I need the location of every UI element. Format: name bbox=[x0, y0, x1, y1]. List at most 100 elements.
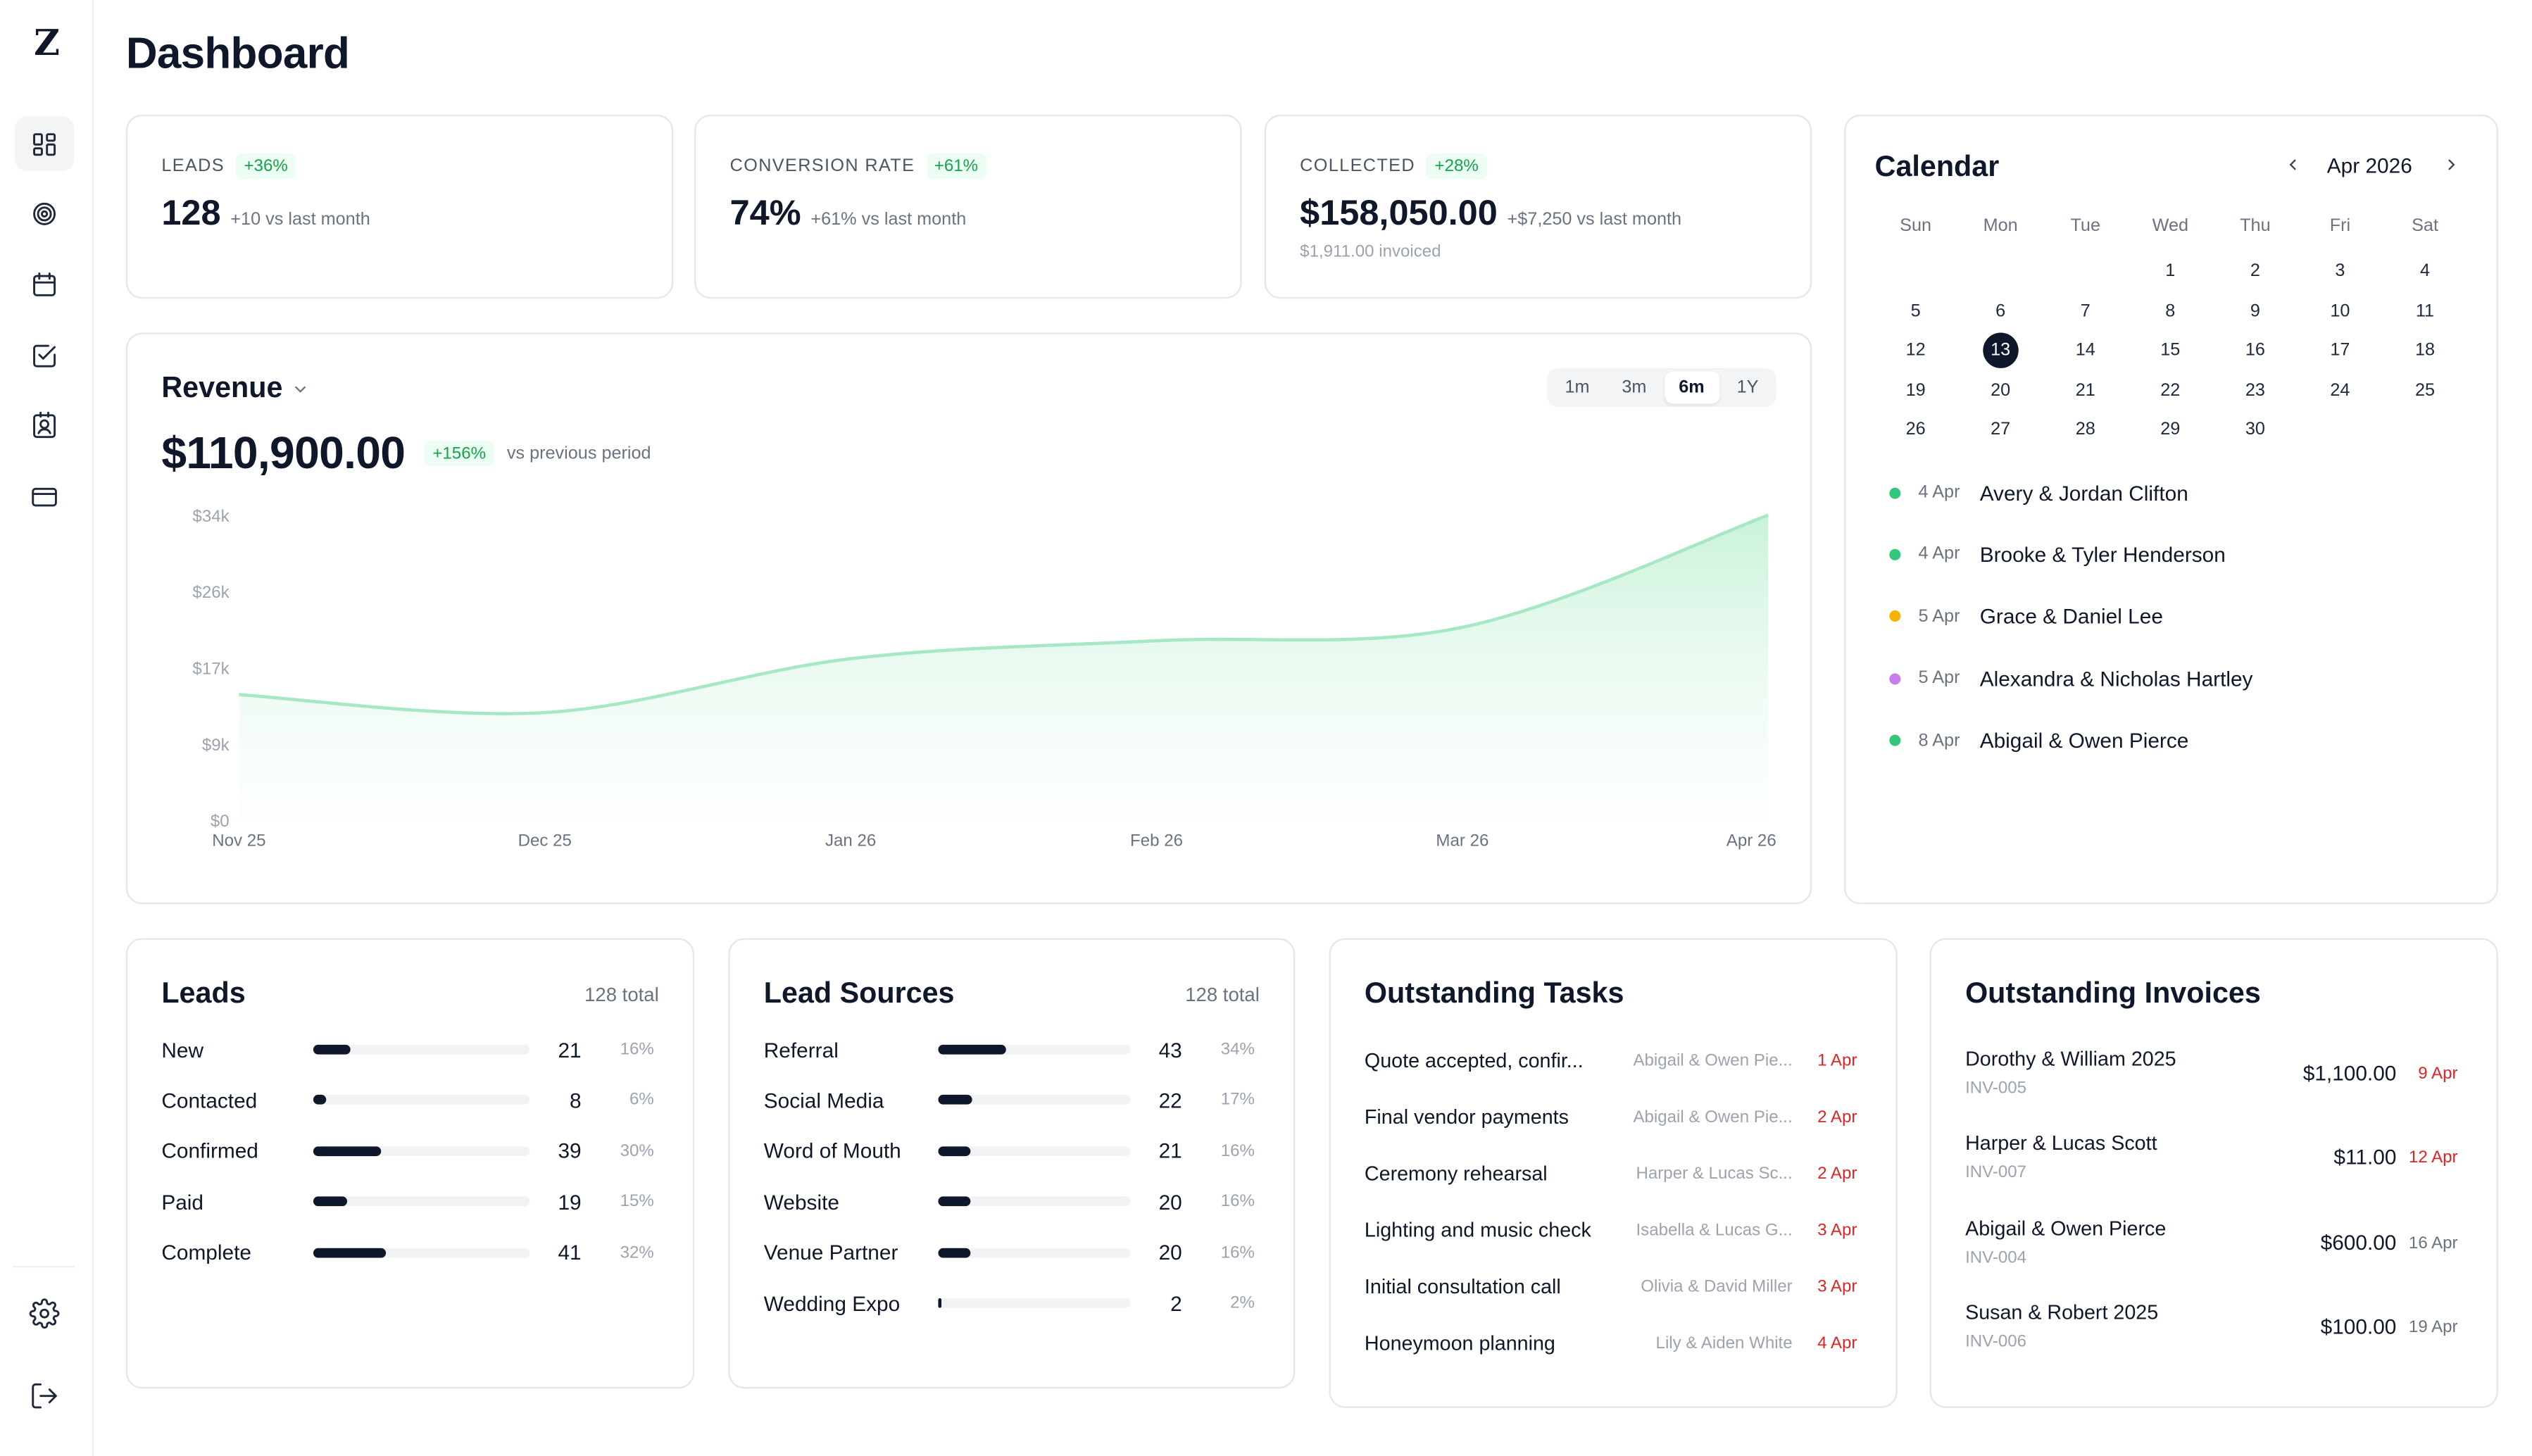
revenue-dropdown[interactable]: Revenue bbox=[161, 371, 310, 405]
calendar-day-cell[interactable]: 1 bbox=[2128, 252, 2213, 291]
breakdown-row[interactable]: Confirmed 39 30% bbox=[161, 1135, 658, 1167]
calendar-day-cell[interactable]: 16 bbox=[2213, 331, 2298, 370]
calendar-day-cell[interactable]: 11 bbox=[2383, 291, 2468, 331]
calendar-day-cell[interactable]: 29 bbox=[2128, 410, 2213, 450]
breakdown-row[interactable]: Contacted 8 6% bbox=[161, 1084, 658, 1117]
calendar-day-cell[interactable]: 17 bbox=[2298, 331, 2383, 370]
calendar-day-cell[interactable]: 14 bbox=[2043, 331, 2128, 370]
calendar-day-cell[interactable]: 13 bbox=[1958, 331, 2043, 370]
calendar-day[interactable]: 4 bbox=[2419, 261, 2431, 282]
calendar-day[interactable]: 1 bbox=[2165, 261, 2176, 282]
calendar-day[interactable]: 15 bbox=[2160, 340, 2181, 360]
calendar-day-cell[interactable]: 6 bbox=[1958, 291, 2043, 331]
calendar-day-cell[interactable]: 30 bbox=[2213, 410, 2298, 450]
calendar-day[interactable]: 26 bbox=[1905, 420, 1926, 439]
calendar-day[interactable]: 7 bbox=[2080, 301, 2091, 321]
invoice-row[interactable]: Dorothy & William 2025 INV-005 $1,100.00 9 … bbox=[1965, 1048, 2457, 1103]
app-logo[interactable]: Z bbox=[34, 23, 60, 65]
calendar-day-cell[interactable]: 10 bbox=[2298, 291, 2383, 331]
calendar-day[interactable]: 16 bbox=[2245, 340, 2265, 360]
event-item[interactable]: 8 Apr Abigail & Owen Pierce bbox=[1889, 724, 2188, 757]
calendar-day-cell[interactable]: 21 bbox=[2043, 370, 2128, 410]
calendar-day[interactable]: 21 bbox=[2075, 380, 2095, 400]
calendar-day[interactable]: 29 bbox=[2160, 420, 2181, 439]
tab-1m[interactable]: 1m bbox=[1565, 377, 1590, 398]
task-row[interactable]: Final vendor payments Abigail & Owen Pie.… bbox=[1365, 1101, 1857, 1134]
nav-tasks[interactable] bbox=[15, 328, 75, 383]
calendar-day-cell[interactable]: 9 bbox=[2213, 291, 2298, 331]
invoice-row[interactable]: Harper & Lucas Scott INV-007 $11.00 12 Apr bbox=[1965, 1132, 2457, 1187]
calendar-day-cell[interactable]: 18 bbox=[2383, 331, 2468, 370]
task-row[interactable]: Lighting and music check Isabella & Lucas… bbox=[1365, 1215, 1857, 1247]
event-item[interactable]: 4 Apr Brooke & Tyler Henderson bbox=[1889, 539, 2226, 571]
calendar-day[interactable]: 27 bbox=[1991, 420, 2011, 439]
calendar-day[interactable]: 20 bbox=[1991, 380, 2011, 400]
breakdown-row[interactable]: Website 20 16% bbox=[764, 1186, 1260, 1218]
calendar-day-cell[interactable]: 23 bbox=[2213, 370, 2298, 410]
nav-logout[interactable] bbox=[15, 1368, 75, 1423]
calendar-day[interactable]: 9 bbox=[2250, 301, 2260, 321]
breakdown-row[interactable]: Complete 41 32% bbox=[161, 1236, 658, 1269]
calendar-day[interactable]: 6 bbox=[1995, 301, 2006, 321]
calendar-day[interactable]: 2 bbox=[2250, 261, 2260, 282]
chevron-right-icon[interactable] bbox=[2442, 155, 2462, 175]
calendar-day[interactable]: 11 bbox=[2415, 301, 2435, 321]
calendar-day-cell[interactable]: 19 bbox=[1873, 370, 1958, 410]
calendar-day[interactable]: 12 bbox=[1905, 340, 1926, 360]
calendar-day-cell[interactable]: 20 bbox=[1958, 370, 2043, 410]
calendar-day[interactable]: 28 bbox=[2075, 420, 2095, 439]
nav-contacts[interactable] bbox=[15, 397, 75, 452]
breakdown-row[interactable]: Wedding Expo 2 2% bbox=[764, 1287, 1260, 1319]
calendar-day-cell[interactable]: 15 bbox=[2128, 331, 2213, 370]
tab-1y[interactable]: 1Y bbox=[1736, 377, 1759, 398]
calendar-day[interactable]: 22 bbox=[2160, 380, 2181, 400]
breakdown-row[interactable]: Paid 19 15% bbox=[161, 1186, 658, 1218]
task-row[interactable]: Initial consultation call Olivia & David … bbox=[1365, 1271, 1857, 1303]
calendar-day[interactable]: 24 bbox=[2330, 380, 2350, 400]
calendar-day-cell[interactable]: 4 bbox=[2383, 252, 2468, 291]
breakdown-row[interactable]: Referral 43 34% bbox=[764, 1034, 1260, 1066]
nav-invoices[interactable] bbox=[15, 468, 75, 523]
calendar-day[interactable]: 25 bbox=[2414, 380, 2436, 400]
calendar-day[interactable]: 19 bbox=[1905, 380, 1926, 400]
task-row[interactable]: Quote accepted, confir... Abigail & Owen … bbox=[1365, 1045, 1857, 1077]
tab-3m[interactable]: 3m bbox=[1622, 377, 1647, 398]
task-row[interactable]: Honeymoon planning Lily & Aiden White 4 Ap… bbox=[1365, 1327, 1857, 1360]
breakdown-row[interactable]: Word of Mouth 21 16% bbox=[764, 1135, 1260, 1167]
calendar-day-cell[interactable]: 7 bbox=[2043, 291, 2128, 331]
calendar-day[interactable]: 5 bbox=[1910, 301, 1921, 321]
calendar-day-cell[interactable]: 3 bbox=[2298, 252, 2383, 291]
event-item[interactable]: 5 Apr Alexandra & Nicholas Hartley bbox=[1889, 663, 2252, 695]
calendar-day[interactable]: 30 bbox=[2245, 420, 2265, 439]
breakdown-row[interactable]: Social Media 22 17% bbox=[764, 1084, 1260, 1117]
calendar-day-cell[interactable]: 24 bbox=[2298, 370, 2383, 410]
calendar-day-cell[interactable]: 28 bbox=[2043, 410, 2128, 450]
nav-settings[interactable] bbox=[15, 1286, 75, 1341]
calendar-day-cell[interactable]: 27 bbox=[1958, 410, 2043, 450]
calendar-day[interactable]: 10 bbox=[2330, 301, 2350, 321]
breakdown-row[interactable]: New 21 16% bbox=[161, 1034, 658, 1066]
calendar-day[interactable]: 18 bbox=[2414, 340, 2436, 360]
calendar-day[interactable]: 14 bbox=[2075, 340, 2095, 360]
calendar-day[interactable]: 8 bbox=[2165, 301, 2176, 321]
calendar-day[interactable]: 13 bbox=[1982, 332, 2019, 368]
tab-6m[interactable]: 6m bbox=[1664, 371, 1719, 404]
calendar-day-cell[interactable]: 2 bbox=[2213, 252, 2298, 291]
calendar-day-cell[interactable]: 26 bbox=[1873, 410, 1958, 450]
calendar-day-cell[interactable]: 25 bbox=[2383, 370, 2468, 410]
task-row[interactable]: Ceremony rehearsal Harper & Lucas Sc... 2 … bbox=[1365, 1157, 1857, 1190]
breakdown-row[interactable]: Venue Partner 20 16% bbox=[764, 1236, 1260, 1269]
calendar-day[interactable]: 17 bbox=[2330, 340, 2350, 360]
nav-calendar[interactable] bbox=[15, 257, 75, 312]
invoice-row[interactable]: Susan & Robert 2025 INV-006 $100.00 19 Apr bbox=[1965, 1301, 2457, 1356]
calendar-day-cell[interactable]: 12 bbox=[1873, 331, 1958, 370]
event-item[interactable]: 4 Apr Avery & Jordan Clifton bbox=[1889, 477, 2188, 509]
event-item[interactable]: 5 Apr Grace & Daniel Lee bbox=[1889, 601, 2163, 633]
calendar-day-cell[interactable]: 22 bbox=[2128, 370, 2213, 410]
calendar-day-cell[interactable]: 5 bbox=[1873, 291, 1958, 331]
nav-leads[interactable] bbox=[15, 186, 75, 241]
invoice-row[interactable]: Abigail & Owen Pierce INV-004 $600.00 16 Ap… bbox=[1965, 1217, 2457, 1272]
calendar-day-cell[interactable]: 8 bbox=[2128, 291, 2213, 331]
chevron-left-icon[interactable] bbox=[2283, 155, 2303, 175]
calendar-day[interactable]: 3 bbox=[2335, 261, 2345, 282]
